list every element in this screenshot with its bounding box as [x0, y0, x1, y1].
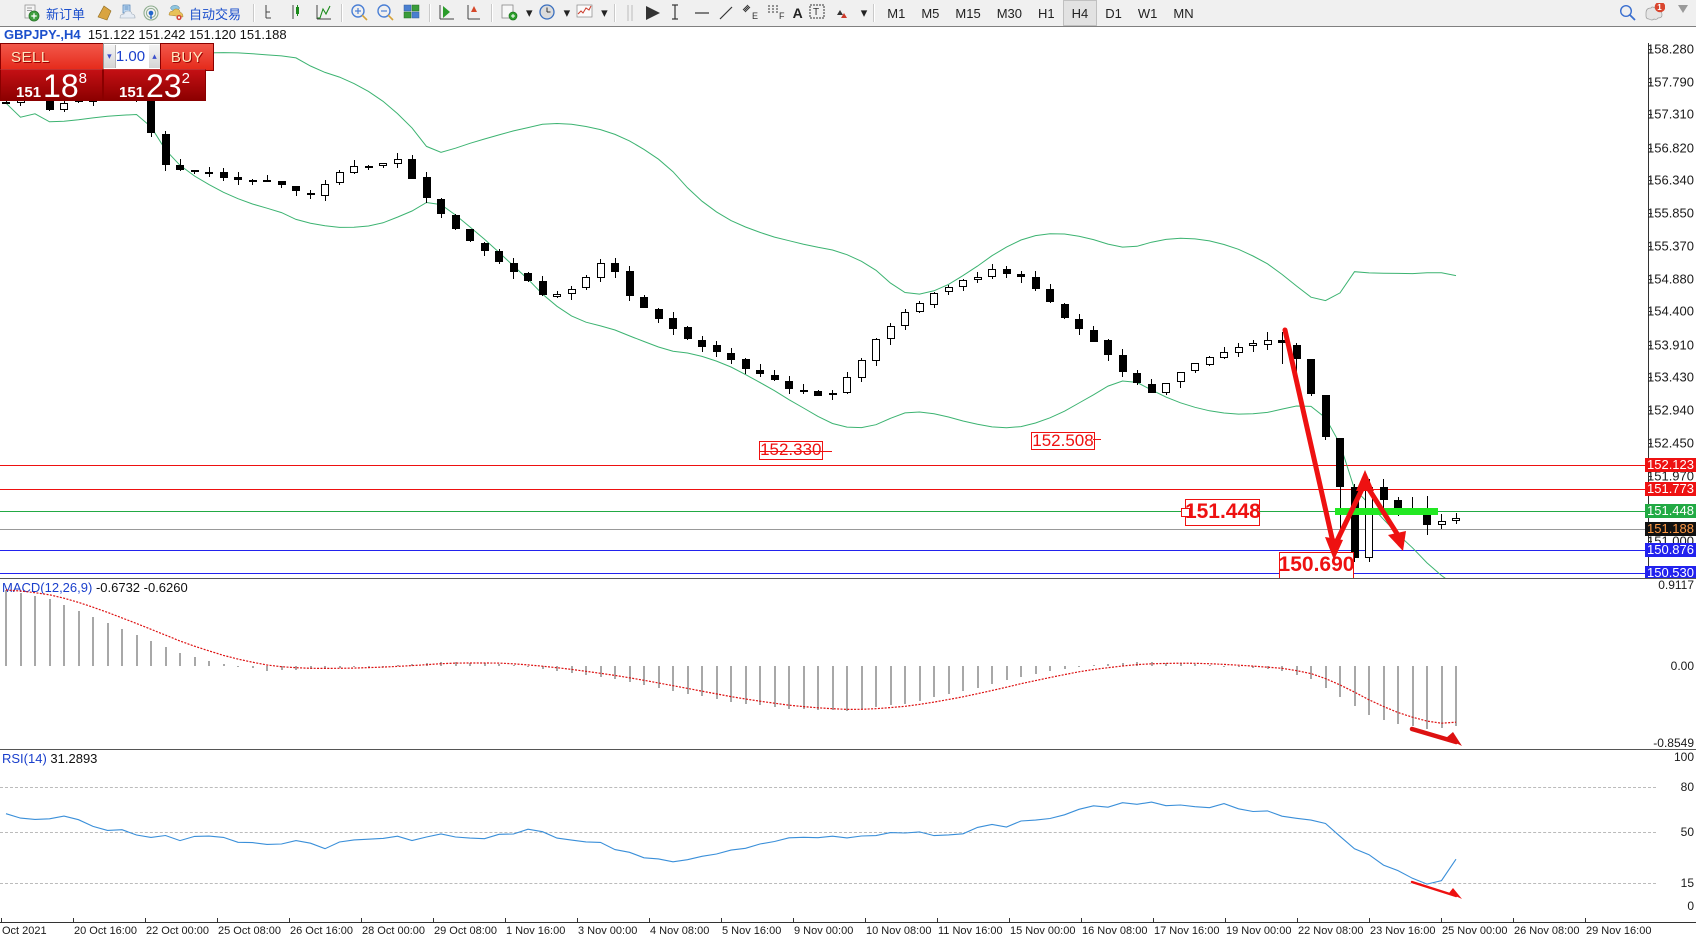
- svg-text:F: F: [779, 11, 785, 21]
- svg-text:1: 1: [1657, 3, 1662, 12]
- svg-text:T: T: [813, 7, 819, 18]
- svg-text:E: E: [752, 11, 758, 21]
